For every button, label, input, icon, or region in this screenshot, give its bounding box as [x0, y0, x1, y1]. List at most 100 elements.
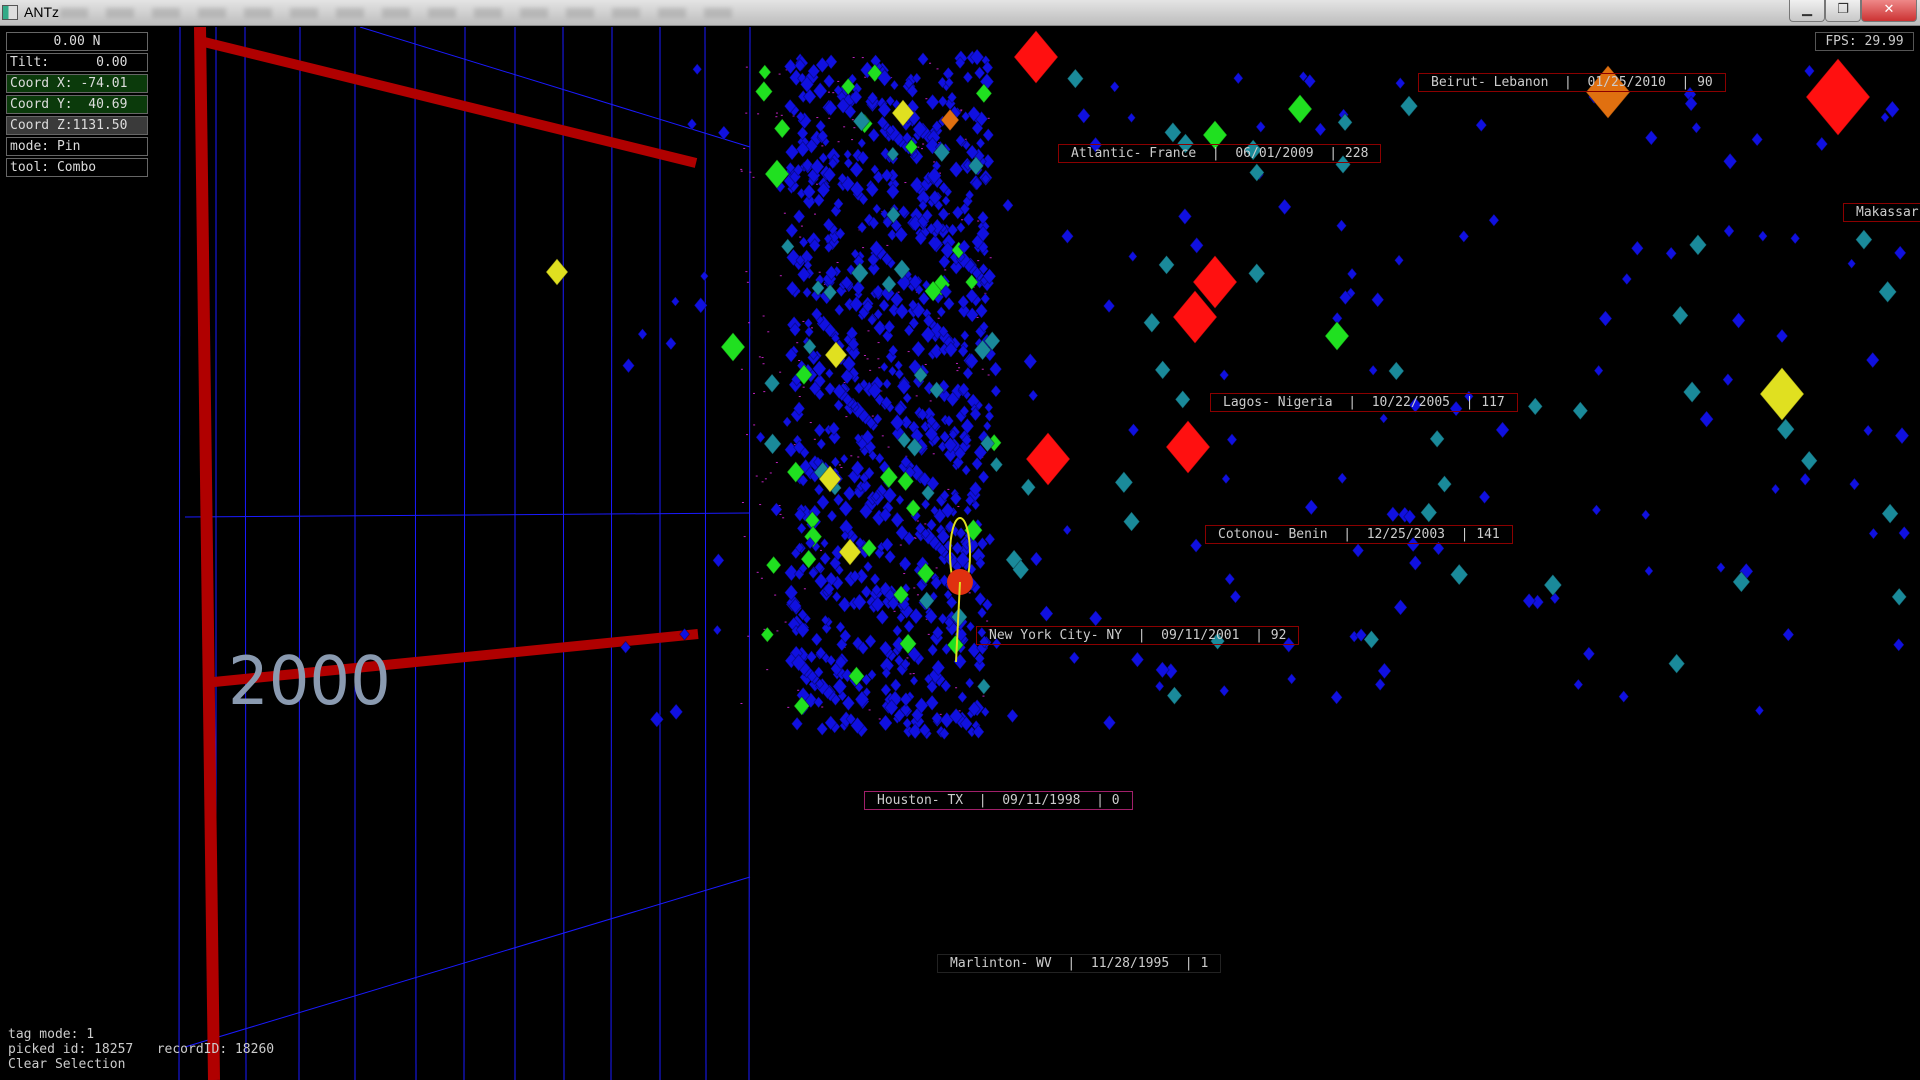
- trail-point: [909, 673, 912, 675]
- record-label[interactable]: Beirut- Lebanon | 01/25/2010 | 90: [1418, 73, 1726, 92]
- menu-bar[interactable]: [60, 8, 740, 18]
- trail-point: [968, 592, 971, 594]
- data-glyph: [1572, 400, 1589, 421]
- data-glyph: [969, 406, 982, 422]
- data-glyph: [969, 48, 985, 67]
- trail-point: [752, 176, 755, 178]
- data-glyph: [783, 58, 798, 75]
- event-glyph: [1172, 289, 1218, 345]
- data-glyph: [797, 608, 809, 622]
- trail-point: [851, 139, 854, 141]
- event-glyph: [1165, 419, 1211, 475]
- event-glyph: [940, 108, 960, 132]
- data-glyph: [976, 210, 990, 226]
- data-glyph: [1891, 587, 1908, 607]
- trail-point: [743, 147, 746, 149]
- data-glyph: [826, 509, 838, 523]
- data-glyph: [937, 95, 949, 108]
- data-glyph: [1109, 80, 1120, 94]
- data-glyph: [1892, 637, 1905, 652]
- trail-point: [852, 57, 855, 59]
- grid-line: [178, 27, 181, 1080]
- data-glyph: [839, 453, 849, 465]
- data-glyph: [976, 677, 992, 696]
- data-glyph: [1374, 677, 1386, 692]
- data-glyph: [891, 624, 903, 638]
- trail-point: [897, 291, 900, 293]
- trail-point: [785, 69, 788, 71]
- data-glyph: [945, 595, 958, 610]
- data-glyph: [842, 485, 857, 502]
- data-glyph: [940, 241, 956, 260]
- data-glyph: [785, 222, 799, 239]
- data-glyph: [952, 455, 965, 470]
- trail-point: [915, 395, 918, 397]
- data-glyph: [783, 563, 799, 582]
- data-glyph: [951, 204, 965, 221]
- trail-point: [741, 502, 744, 504]
- data-glyph: [974, 591, 987, 607]
- data-glyph: [1573, 678, 1584, 691]
- data-glyph: [810, 632, 823, 647]
- data-glyph: [849, 160, 864, 179]
- event-glyph: [1805, 57, 1871, 137]
- data-glyph: [948, 160, 964, 179]
- data-glyph: [964, 494, 976, 507]
- data-glyph: [793, 507, 807, 523]
- trail-point: [912, 673, 915, 675]
- data-glyph: [1385, 505, 1400, 523]
- data-glyph: [916, 51, 930, 67]
- data-glyph: [832, 492, 845, 507]
- trail-point: [977, 220, 980, 222]
- record-label[interactable]: Houston- TX | 09/11/1998 | 0: [864, 791, 1133, 810]
- data-glyph: [929, 575, 943, 591]
- data-glyph: [887, 595, 900, 612]
- close-icon: ✕: [1883, 2, 1895, 17]
- record-label[interactable]: Lagos- Nigeria | 10/22/2005 | 117: [1210, 393, 1518, 412]
- record-label[interactable]: Marlinton- WV | 11/28/1995 | 1: [937, 954, 1222, 973]
- trail-point: [961, 219, 964, 221]
- data-glyph: [1068, 650, 1081, 665]
- trail-point: [925, 98, 928, 100]
- maximize-button[interactable]: ❐: [1825, 0, 1861, 22]
- data-glyph: [1163, 121, 1182, 144]
- record-label[interactable]: Makassar: [1843, 203, 1920, 222]
- event-glyph: [1759, 366, 1805, 422]
- data-glyph: [859, 478, 872, 494]
- data-glyph: [955, 134, 966, 147]
- trail-point: [836, 262, 839, 264]
- data-glyph: [802, 338, 817, 356]
- data-glyphs[interactable]: [545, 29, 1911, 741]
- data-glyph: [798, 562, 809, 575]
- data-glyph: [1154, 680, 1165, 693]
- data-glyph: [867, 260, 881, 277]
- data-glyph: [917, 199, 929, 212]
- data-glyph: [943, 588, 953, 601]
- event-glyph: [1287, 93, 1313, 125]
- data-glyph: [936, 305, 947, 319]
- coord-x-readout: Coord X: -74.01: [6, 74, 148, 93]
- trail-point: [746, 434, 749, 436]
- data-glyph: [821, 652, 832, 665]
- record-label[interactable]: New York City- NY | 09/11/2001 | 92: [976, 626, 1300, 645]
- minimize-button[interactable]: ▁: [1789, 0, 1825, 22]
- heading-readout: 0.00 N: [6, 32, 148, 51]
- trail-point: [917, 146, 920, 148]
- record-label[interactable]: Atlantic- France | 06/01/2009 | 228: [1058, 144, 1382, 163]
- data-glyph: [941, 194, 951, 207]
- record-label[interactable]: Cotonou- Benin | 12/25/2003 | 141: [1205, 525, 1513, 544]
- clear-selection-button[interactable]: Clear Selection: [8, 1057, 126, 1072]
- data-glyph: [968, 480, 983, 498]
- trail-point: [922, 143, 925, 145]
- 3d-viewport[interactable]: 2000: [0, 27, 1920, 1080]
- data-glyph: [926, 643, 939, 657]
- data-glyph: [1088, 609, 1103, 627]
- data-glyph: [881, 215, 894, 229]
- trail-point: [868, 709, 871, 711]
- data-glyph: [851, 279, 866, 297]
- data-glyph: [800, 549, 817, 570]
- data-glyph: [1799, 472, 1812, 487]
- event-glyph: [1025, 431, 1071, 487]
- close-button[interactable]: ✕: [1861, 0, 1917, 22]
- data-glyph: [1644, 565, 1654, 577]
